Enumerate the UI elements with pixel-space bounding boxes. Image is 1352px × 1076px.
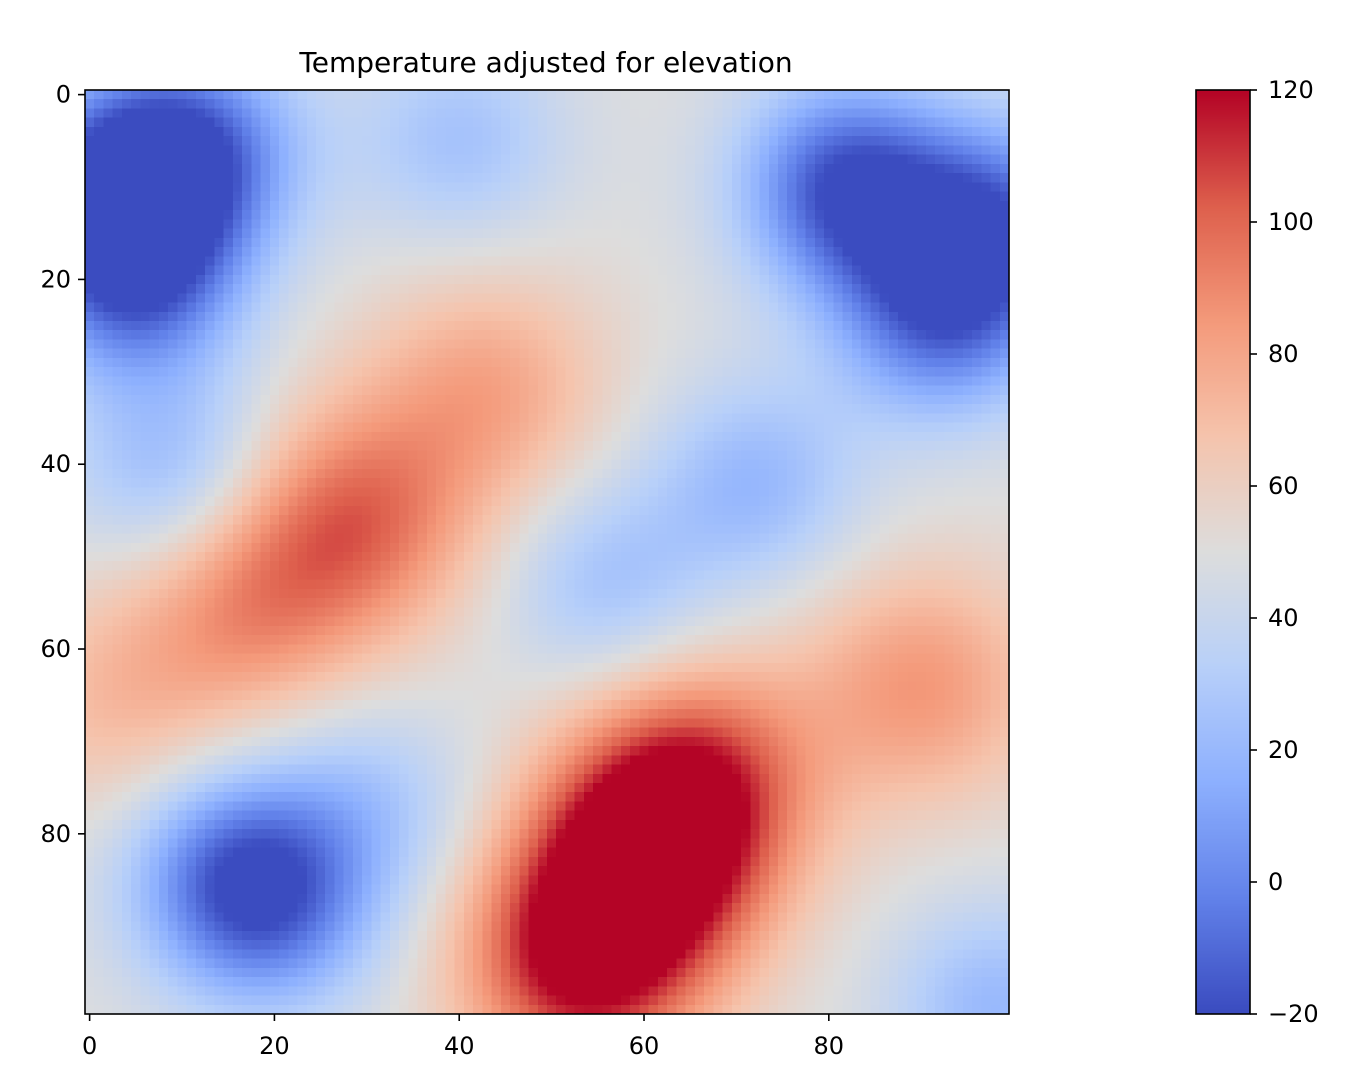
colorbar-frame [1195,89,1251,1015]
y-tick-label: 80 [40,820,71,848]
y-tick-label: 60 [40,635,71,663]
colorbar-gradient [1196,90,1250,1014]
colorbar-tick-label: 40 [1268,604,1299,632]
colorbar-tick-label: 0 [1268,868,1283,896]
chart-title: Temperature adjusted for elevation [298,46,792,79]
colorbar-tick-label: 100 [1268,208,1314,236]
x-axis: 0 20 40 60 80 [82,1014,844,1060]
x-tick-label: 0 [82,1032,97,1060]
y-tick-label: 40 [40,450,71,478]
colorbar-tick-label: −20 [1268,1000,1319,1028]
x-tick-label: 20 [259,1032,290,1060]
y-tick-label: 0 [56,81,71,109]
heatmap-frame [84,89,1010,1015]
y-axis: 0 20 40 60 80 [40,81,85,848]
colorbar-tick-label: 60 [1268,472,1299,500]
x-tick-label: 40 [444,1032,475,1060]
colorbar-tick-label: 120 [1268,76,1314,104]
colorbar-tick-label: 80 [1268,340,1299,368]
heatmap-image [85,90,1009,1014]
y-tick-label: 20 [40,265,71,293]
colorbar-tick-label: 20 [1268,736,1299,764]
x-tick-label: 80 [814,1032,845,1060]
colorbar-axis: −20 0 20 40 60 80 100 120 [1250,76,1319,1028]
x-tick-label: 60 [629,1032,660,1060]
